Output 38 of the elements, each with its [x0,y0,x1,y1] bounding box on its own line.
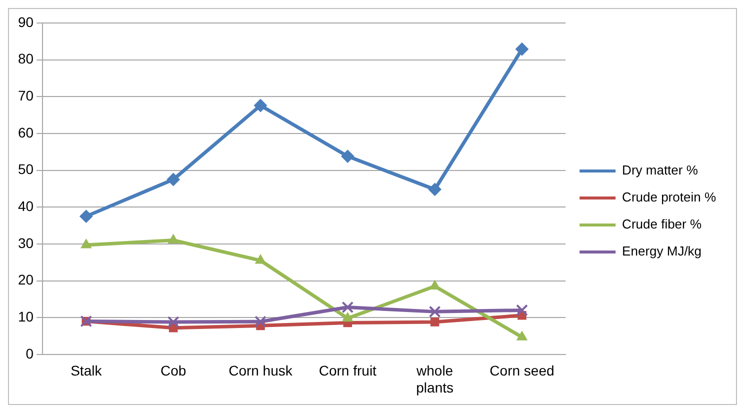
y-tick-label: 70 [18,88,34,104]
point [167,316,180,328]
legend-label: Crude fiber % [622,216,702,232]
x-tick-label: Stalk [70,362,103,379]
y-tick-label: 30 [18,234,34,251]
point [342,301,354,314]
x-tick-label: Corn seed [490,362,554,379]
point [430,318,440,326]
y-tick-label: 20 [18,272,34,288]
legend-label: Crude protein % [622,190,716,205]
y-tick-label: 0 [26,345,34,362]
point [80,210,93,223]
legend-label: Dry matter % [622,162,698,178]
x-tick-label: whole plants [416,362,454,396]
point [428,306,441,318]
point [342,312,353,322]
point [255,254,266,264]
x-tick-label: Corn husk [228,362,294,379]
point [341,150,354,163]
y-tick-label: 80 [18,50,34,67]
point [168,234,179,244]
y-tick-label: 90 [18,14,34,30]
legend-label: Energy MJ/kg [622,244,702,259]
point [80,239,92,248]
x-tick-label: Corn fruit [318,362,377,379]
point [430,280,440,290]
point [516,331,528,340]
y-tick-label: 50 [18,161,34,178]
point [515,42,528,56]
point [254,98,267,112]
y-tick-label: 10 [18,308,34,324]
point [428,182,442,196]
point [254,316,266,328]
y-tick-label: 40 [18,198,34,214]
y-tick-label: 60 [18,124,34,140]
x-tick-label: Cob [160,362,186,379]
point [166,172,180,186]
point [516,304,528,316]
